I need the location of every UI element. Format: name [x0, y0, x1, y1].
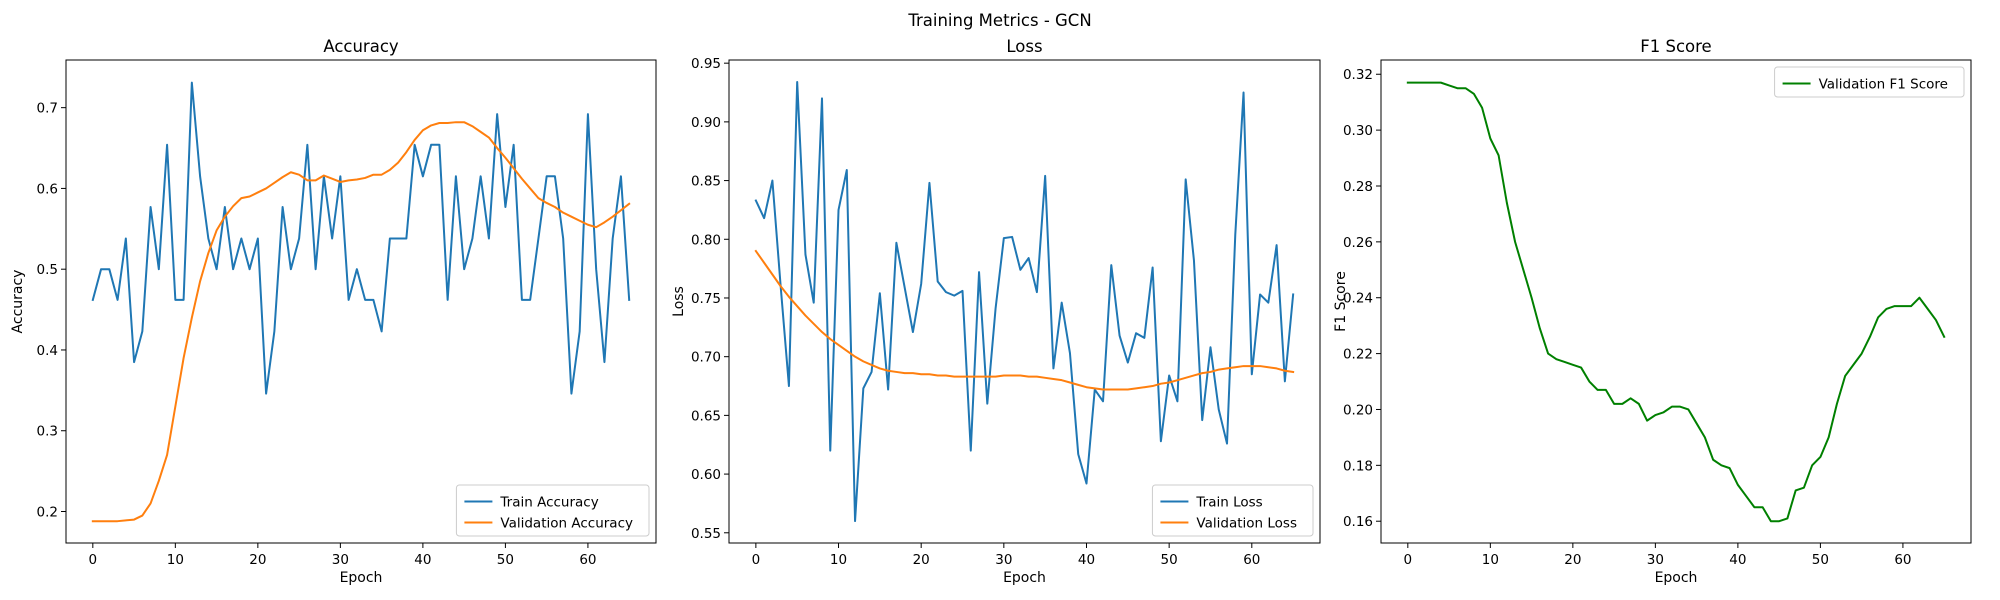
loss-y-tick-label: 0.75 [691, 291, 721, 307]
figure-title: Training Metrics - GCN [907, 11, 1091, 30]
accuracy-legend-box [455, 484, 650, 537]
accuracy-y-tick-label: 0.5 [37, 262, 58, 278]
f1-x-tick-label: 40 [1729, 552, 1746, 568]
loss-x-tick-label: 20 [913, 552, 930, 568]
accuracy-x-tick-label: 0 [89, 552, 98, 568]
loss-x-tick-label: 40 [1078, 552, 1095, 568]
f1-x-tick-label: 50 [1812, 552, 1829, 568]
loss-x-tick-label: 0 [752, 552, 761, 568]
f1-y-tick-label: 0.22 [1343, 347, 1373, 363]
f1-panel-title: F1 Score [1640, 37, 1711, 56]
loss-y-tick-label: 0.95 [691, 56, 721, 72]
loss-x-tick-label: 50 [1161, 552, 1178, 568]
loss-train-loss-line [754, 80, 1295, 523]
f1-x-tick-label: 60 [1894, 552, 1911, 568]
accuracy-y-tick-label: 0.3 [37, 424, 58, 440]
accuracy-panel-title: Accuracy [323, 37, 399, 56]
loss-y-tick-label: 0.60 [691, 467, 721, 483]
accuracy-y-tick-label: 0.4 [37, 343, 58, 359]
f1-y-tick-label: 0.18 [1343, 458, 1373, 474]
accuracy-y-tick-label: 0.2 [37, 505, 58, 521]
loss-validation-loss-line [754, 249, 1295, 391]
accuracy-y-axis-label: Accuracy [10, 270, 26, 334]
f1-y-tick-label: 0.26 [1343, 235, 1373, 251]
accuracy-validation-accuracy-line [91, 121, 631, 523]
f1-plot-frame [1380, 59, 1972, 544]
f1-legend-label-validation-f1-score: Validation F1 Score [1819, 77, 1948, 93]
f1-y-tick-label: 0.20 [1343, 402, 1373, 418]
f1-y-axis-label: F1 Score [1333, 271, 1349, 332]
loss-legend: Train Loss Validation Loss [1151, 484, 1314, 537]
loss-y-axis-label: Loss [671, 286, 687, 317]
loss-legend-box [1151, 484, 1314, 537]
accuracy-x-tick-label: 10 [167, 552, 184, 568]
accuracy-legend-label-validation-accuracy: Validation Accuracy [500, 516, 633, 532]
f1-legend-box [1774, 66, 1965, 98]
accuracy-legend-label-train-accuracy: Train Accuracy [499, 495, 598, 511]
f1-validation-f1-score-line [1406, 81, 1946, 523]
accuracy-legend: Train Accuracy Validation Accuracy [455, 484, 650, 537]
loss-x-tick-label: 30 [995, 552, 1012, 568]
loss-y-tick-label: 0.85 [691, 174, 721, 190]
loss-legend-label-validation-loss: Validation Loss [1196, 516, 1297, 532]
f1-score-panel: 0 10 20 30 40 50 60 0.16 0.18 0.20 0.22 0.24 0.26 0.2… [1333, 37, 1972, 586]
loss-y-tick-label: 0.70 [691, 350, 721, 366]
loss-y-tick-label: 0.55 [691, 526, 721, 542]
f1-x-tick-label: 30 [1647, 552, 1664, 568]
accuracy-x-tick-label: 60 [579, 552, 596, 568]
accuracy-y-tick-label: 0.6 [37, 181, 58, 197]
loss-plot-frame [728, 59, 1321, 544]
f1-x-tick-label: 10 [1482, 552, 1499, 568]
f1-x-axis-label: Epoch [1655, 570, 1698, 586]
accuracy-x-tick-label: 50 [497, 552, 514, 568]
accuracy-x-tick-label: 20 [249, 552, 266, 568]
f1-y-tick-label: 0.28 [1343, 179, 1373, 195]
f1-legend: Validation F1 Score [1774, 66, 1965, 98]
loss-panel-title: Loss [1006, 37, 1042, 56]
accuracy-y-tick-label: 0.7 [37, 101, 58, 117]
loss-x-tick-label: 10 [830, 552, 847, 568]
loss-y-tick-label: 0.65 [691, 408, 721, 424]
f1-y-tick-label: 0.24 [1343, 291, 1373, 307]
f1-x-tick-label: 0 [1404, 552, 1413, 568]
loss-x-tick-label: 60 [1243, 552, 1260, 568]
accuracy-panel: 0 10 20 30 40 50 60 0.2 0.3 0.4 0.5 0.6 0.7 Accuracy E… [10, 37, 657, 586]
loss-panel: 0 10 20 30 40 50 60 0.55 0.60 0.65 0.70 0.75 0.80 0.8… [671, 37, 1321, 586]
loss-y-tick-label: 0.80 [691, 232, 721, 248]
accuracy-x-tick-label: 40 [414, 552, 431, 568]
loss-x-axis-label: Epoch [1003, 570, 1046, 586]
loss-legend-label-train-loss: Train Loss [1195, 495, 1262, 511]
loss-y-tick-label: 0.90 [691, 115, 721, 131]
accuracy-x-tick-label: 30 [332, 552, 349, 568]
f1-x-tick-label: 20 [1564, 552, 1581, 568]
f1-y-tick-label: 0.30 [1343, 123, 1373, 139]
accuracy-x-axis-label: Epoch [340, 570, 383, 586]
f1-y-tick-label: 0.32 [1343, 67, 1373, 83]
f1-y-tick-label: 0.16 [1343, 514, 1373, 530]
accuracy-plot-frame [65, 59, 657, 544]
accuracy-train-accuracy-line [91, 81, 631, 395]
